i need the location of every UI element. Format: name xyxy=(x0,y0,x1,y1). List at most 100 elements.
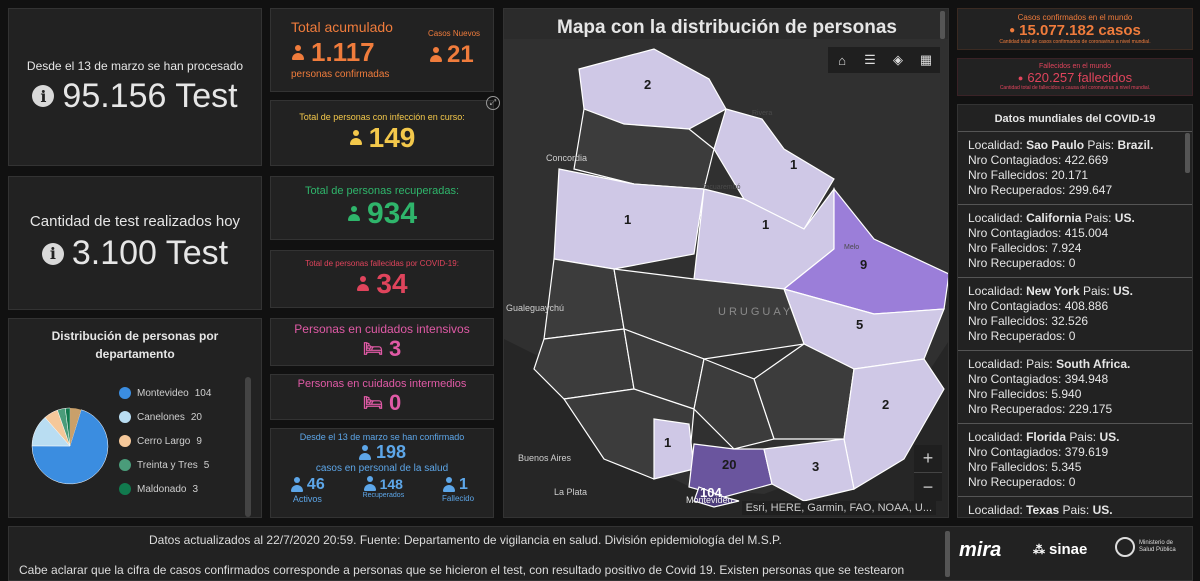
layers-icon[interactable]: ◈ xyxy=(893,52,903,67)
person-icon xyxy=(349,130,363,146)
home-icon[interactable]: ⌂ xyxy=(838,52,846,68)
footer-scrollbar[interactable] xyxy=(945,531,950,577)
intermediate-value-row: 🛏 0 xyxy=(363,390,402,416)
world-confirmed-sub: Cantidad total de casos confirmados de c… xyxy=(999,39,1151,45)
legend-swatch xyxy=(119,387,131,399)
loc-label: Localidad: xyxy=(968,138,1023,152)
legend-item[interactable]: Treinta y Tres 5 xyxy=(119,453,211,477)
world-item-fallecidos-row: Nro Fallecidos: 20.171 xyxy=(968,168,1182,183)
department-salto[interactable] xyxy=(573,108,715,190)
map-canvas[interactable]: 2 1 1 1 9 5 2 3 1 20 104 Concordia Guale… xyxy=(504,39,949,518)
logo-msp[interactable]: Ministerio de Salud Pública xyxy=(1115,537,1179,557)
map-attribution[interactable]: Esri, HERE, Garmin, FAO, NOAA, U... xyxy=(741,501,936,515)
distribution-panel: Distribución de personas por departament… xyxy=(8,318,262,518)
country-label: Pais: xyxy=(1087,138,1115,152)
processed-tests-panel: Desde el 13 de marzo se han procesado i … xyxy=(8,8,262,166)
world-list-item[interactable]: Localidad: Pais: South Africa. Nro Contag… xyxy=(958,351,1192,424)
today-value: 3.100 Test xyxy=(71,234,229,272)
department-florida[interactable] xyxy=(693,358,775,450)
world-list-item[interactable]: Localidad: Texas Pais: US.Nro Contagiado… xyxy=(958,497,1192,517)
legend-item[interactable]: Canelones 20 xyxy=(119,405,211,429)
world-deaths-value-row: ● 620.257 fallecidos xyxy=(1018,70,1132,85)
department-montevideo[interactable] xyxy=(693,486,740,508)
place-labels: Concordia Gualeguaychú Buenos Aires La P… xyxy=(506,110,859,505)
logo-mira[interactable]: mira xyxy=(959,539,1001,562)
world-item-contagiados-row: Nro Contagiados: 379.619 xyxy=(968,445,1182,460)
recuperados-label: Nro Recuperados: xyxy=(968,256,1066,270)
contagiados-label: Nro Contagiados: xyxy=(968,299,1062,313)
world-list-item[interactable]: Localidad: Florida Pais: US. Nro Contagia… xyxy=(958,424,1192,497)
zoom-out-button[interactable]: − xyxy=(922,476,934,497)
legend-item[interactable]: Maldonado 3 xyxy=(119,477,211,501)
today-value-row: i 3.100 Test xyxy=(41,234,229,273)
count-montevideo: 104 xyxy=(700,485,722,500)
world-confirmed-value: 15.077.182 casos xyxy=(1019,22,1141,39)
legend-label: Canelones xyxy=(137,411,185,423)
legend-value: 9 xyxy=(196,435,202,447)
new-cases-label: Casos Nuevos xyxy=(428,29,481,38)
world-deaths-sub: Cantidad total de fallecidos a causa del… xyxy=(999,85,1151,91)
world-list-scrollbar[interactable] xyxy=(1185,133,1190,173)
person-icon xyxy=(363,476,377,492)
basemap-gallery-icon[interactable]: ▦ xyxy=(919,52,933,67)
fallecidos-label: Nro Fallecidos: xyxy=(968,387,1049,401)
world-item-recuperados-row: Nro Recuperados: 0 xyxy=(968,256,1182,271)
country-value: US. xyxy=(1099,430,1120,444)
world-item-contagiados-row: Nro Contagiados: 408.886 xyxy=(968,299,1182,314)
pie-slice-others[interactable] xyxy=(70,408,82,446)
department-rio-negro[interactable] xyxy=(543,258,625,340)
loc-label: Localidad: xyxy=(968,211,1023,225)
department-lavalleja[interactable] xyxy=(753,343,855,440)
distribution-title-line1: Distribución de personas por xyxy=(51,329,219,343)
deceased-panel: Total de personas fallecidas por COVID-1… xyxy=(270,250,494,308)
world-list-panel: Datos mundiales del COVID-19 Localidad: … xyxy=(957,104,1193,518)
health-deceased-value-row: 1 xyxy=(442,476,474,494)
zoom-in-button[interactable]: + xyxy=(914,445,942,473)
country-label: Pais: xyxy=(1069,430,1097,444)
distribution-title: Distribución de personas por departament… xyxy=(9,327,261,363)
world-item-location-row: Localidad: Pais: South Africa. xyxy=(968,357,1182,372)
health-deceased-value: 1 xyxy=(459,476,468,493)
health-recovered-value: 148 xyxy=(379,476,403,492)
pie-slice-maldonado[interactable] xyxy=(65,407,71,447)
bed-icon: 🛏 xyxy=(362,395,384,412)
recuperados-value: 0 xyxy=(1068,329,1076,343)
world-item-location-row: Localidad: Sao Paulo Pais: Brazil. xyxy=(968,138,1182,153)
legend-item[interactable]: Cerro Largo 9 xyxy=(119,429,211,453)
pie-slice-montevideo[interactable] xyxy=(31,409,109,485)
legend-scrollbar[interactable] xyxy=(245,377,251,517)
loc-value: California xyxy=(1026,211,1082,225)
person-icon xyxy=(358,444,372,461)
legend-swatch xyxy=(119,411,131,423)
today-tests-panel: Cantidad de test realizados hoy i 3.100 … xyxy=(8,176,262,310)
legend-label: Montevideo xyxy=(137,387,189,399)
world-list-item[interactable]: Localidad: New York Pais: US. Nro Contagi… xyxy=(958,278,1192,351)
list-icon[interactable]: ☰ xyxy=(864,52,876,67)
fallecidos-value: 7.924 xyxy=(1051,241,1082,255)
world-item-location-row: Localidad: Florida Pais: US. xyxy=(968,430,1182,445)
person-icon xyxy=(356,275,370,292)
fallecidos-label: Nro Fallecidos: xyxy=(968,168,1049,182)
processed-label: Desde el 13 de marzo se han procesado xyxy=(26,58,244,73)
active-value-row: 149 xyxy=(349,122,415,154)
department-colonia-west[interactable] xyxy=(653,418,695,480)
map-panel: Mapa con la distribución de personas xyxy=(503,8,949,518)
legend-item[interactable]: Montevideo 104 xyxy=(119,381,211,405)
world-item-contagiados-row: Nro Contagiados: 422.669 xyxy=(968,153,1182,168)
world-list-item[interactable]: Localidad: Sao Paulo Pais: Brazil. Nro Co… xyxy=(958,132,1192,205)
country-label: Pais: xyxy=(1082,284,1110,298)
footer-line1: Datos actualizados al 22/7/2020 20:59. F… xyxy=(149,533,782,547)
world-list-item[interactable]: Localidad: California Pais: US. Nro Conta… xyxy=(958,205,1192,278)
fallecidos-value: 20.171 xyxy=(1051,168,1089,182)
fallecidos-label: Nro Fallecidos: xyxy=(968,241,1049,255)
zoom-controls: + − xyxy=(914,445,942,501)
logo-sinae[interactable]: ⁂ sinae xyxy=(1033,541,1087,558)
distribution-pie-chart[interactable] xyxy=(25,401,115,491)
total-value: 1.117 xyxy=(311,37,375,67)
count-maldonado: 3 xyxy=(812,459,819,474)
map-title-scrollbar[interactable] xyxy=(940,11,945,39)
expand-icon[interactable]: ⤢ xyxy=(486,96,500,110)
map-title: Mapa con la distribución de personas xyxy=(557,17,897,38)
department-maldonado[interactable] xyxy=(763,438,855,502)
world-item-contagiados-row: Nro Contagiados: 394.948 xyxy=(968,372,1182,387)
